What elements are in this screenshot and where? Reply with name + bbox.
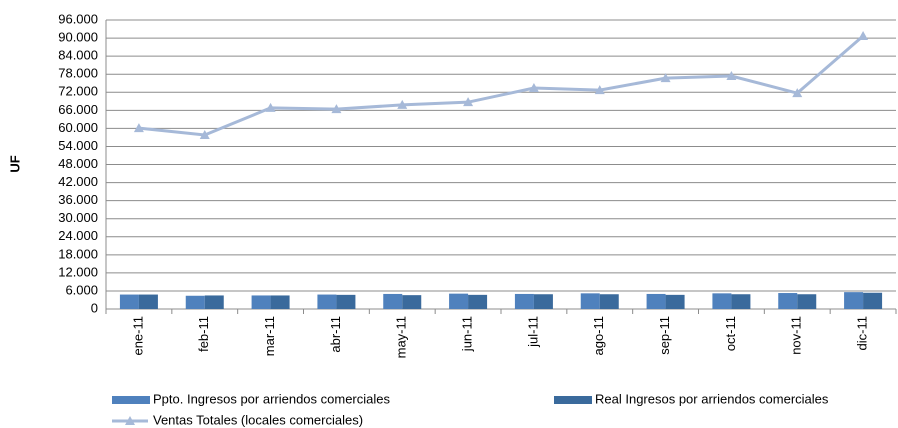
line-marker: [528, 83, 539, 93]
line-marker: [397, 99, 408, 109]
x-tick-label: nov-11: [789, 316, 804, 355]
bar: [844, 292, 864, 309]
bar: [317, 294, 337, 309]
bar: [449, 293, 469, 309]
y-tick-label: 42.000: [58, 174, 98, 189]
x-tick-label: mar-11: [262, 316, 277, 356]
line-marker: [594, 85, 605, 95]
bar: [665, 294, 685, 309]
bar: [863, 292, 883, 309]
legend-label: Ventas Totales (locales comerciales): [153, 412, 363, 427]
y-tick-label: 72.000: [58, 84, 98, 99]
y-tick-label: 96.000: [58, 11, 98, 26]
line-marker: [331, 104, 342, 114]
line-marker: [858, 30, 869, 40]
y-tick-label: 30.000: [58, 210, 98, 225]
x-tick-label: jul-11: [525, 316, 540, 348]
y-tick-label: 60.000: [58, 120, 98, 135]
bar: [731, 294, 751, 309]
x-tick-label: ago-11: [591, 316, 606, 356]
legend-swatch: [112, 396, 150, 404]
y-tick-label: 12.000: [58, 264, 98, 279]
x-tick-label: jun-11: [460, 316, 475, 352]
bar: [533, 294, 553, 309]
legend-marker: [125, 416, 135, 425]
legend-label: Real Ingresos por arriendos comerciales: [595, 391, 829, 406]
x-tick-label: oct-11: [723, 316, 738, 351]
x-tick-label: abr-11: [328, 316, 343, 353]
line-marker: [133, 123, 144, 133]
bar: [712, 293, 732, 309]
y-tick-label: 84.000: [58, 48, 98, 63]
bar: [468, 294, 488, 309]
y-tick-label: 36.000: [58, 192, 98, 207]
line-marker: [660, 73, 671, 83]
line-marker: [463, 97, 474, 107]
bar: [251, 295, 271, 309]
x-tick-label: sep-11: [657, 316, 672, 355]
bar: [778, 293, 798, 309]
y-tick-label: 24.000: [58, 228, 98, 243]
y-tick-label: 54.000: [58, 138, 98, 153]
y-tick-label: 66.000: [58, 102, 98, 117]
bar: [514, 293, 534, 309]
bar: [204, 295, 224, 309]
x-tick-label: may-11: [394, 316, 409, 358]
bar: [185, 295, 205, 309]
line: [138, 34, 865, 137]
bar: [580, 293, 600, 309]
x-tick-label: dic-11: [855, 316, 870, 350]
bar: [383, 293, 403, 309]
bar: [646, 293, 666, 309]
bar: [119, 294, 139, 309]
line-marker: [726, 70, 737, 80]
bar: [336, 294, 356, 309]
bar: [599, 294, 619, 309]
line-marker: [265, 102, 276, 112]
y-tick-label: 48.000: [58, 156, 98, 171]
bar: [270, 295, 290, 309]
bar: [797, 294, 817, 309]
legend-swatch: [554, 396, 592, 404]
bar: [402, 295, 422, 309]
x-tick-label: feb-11: [196, 316, 211, 352]
y-tick-label: 18.000: [58, 246, 98, 261]
legend-label: Ppto. Ingresos por arriendos comerciales: [153, 391, 391, 406]
y-tick-label: 6.000: [65, 282, 98, 297]
line-marker: [792, 88, 803, 98]
line-marker: [199, 129, 210, 139]
y-axis-label: UF: [7, 155, 22, 172]
y-tick-label: 90.000: [58, 30, 98, 45]
bar: [138, 294, 158, 309]
y-tick-label: 78.000: [58, 66, 98, 81]
y-tick-label: 0: [91, 300, 98, 315]
x-tick-label: ene-11: [130, 316, 145, 356]
